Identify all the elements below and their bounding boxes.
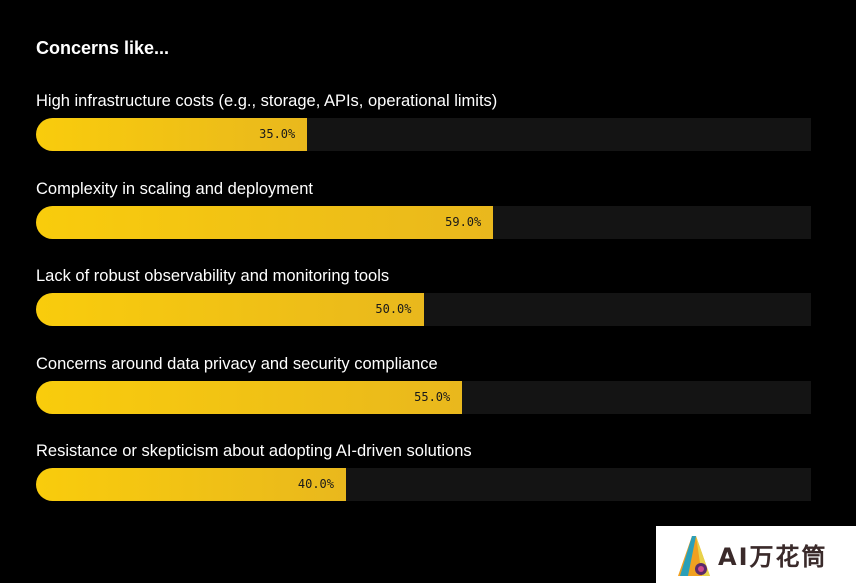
bar-track: 35.0% — [36, 118, 811, 151]
bar-value-label: 40.0% — [297, 477, 334, 491]
bar-value-label: 59.0% — [445, 214, 482, 229]
bar-row: Complexity in scaling and deployment 59.0… — [36, 178, 811, 266]
bar-value-label: 55.0% — [414, 389, 451, 404]
bar: 50.0% — [36, 293, 424, 326]
bar-chart: High infrastructure costs (e.g., storage… — [36, 90, 811, 528]
bar-track: 40.0% — [36, 468, 811, 501]
bar: 35.0% — [36, 118, 308, 151]
bar-label: Resistance or skepticism about adopting … — [36, 442, 472, 460]
bar-label: Concerns around data privacy and securit… — [36, 354, 438, 373]
bar-row: Concerns around data privacy and securit… — [36, 353, 811, 441]
watermark: AI万花筒 — [656, 526, 856, 583]
bar: 59.0% — [36, 205, 494, 239]
watermark-text: AI万花筒 — [718, 543, 828, 571]
bar-label: Complexity in scaling and deployment — [36, 179, 313, 198]
bar-track: 59.0% — [36, 205, 811, 239]
bar: 55.0% — [36, 380, 463, 414]
bar-row: High infrastructure costs (e.g., storage… — [36, 90, 811, 178]
bar-value-label: 50.0% — [375, 302, 412, 316]
bar-track: 50.0% — [36, 293, 811, 326]
bar-track: 55.0% — [36, 380, 811, 414]
bar-value-label: 35.0% — [259, 127, 296, 141]
chart-title: Concerns like... — [36, 38, 170, 58]
bar-label: Lack of robust observability and monitor… — [36, 267, 390, 285]
kaleidoscope-logo-icon — [678, 535, 710, 576]
bar-label: High infrastructure costs (e.g., storage… — [36, 92, 498, 110]
bar-row: Lack of robust observability and monitor… — [36, 265, 811, 353]
bar: 40.0% — [36, 468, 346, 501]
bar-row: Resistance or skepticism about adopting … — [36, 440, 811, 528]
